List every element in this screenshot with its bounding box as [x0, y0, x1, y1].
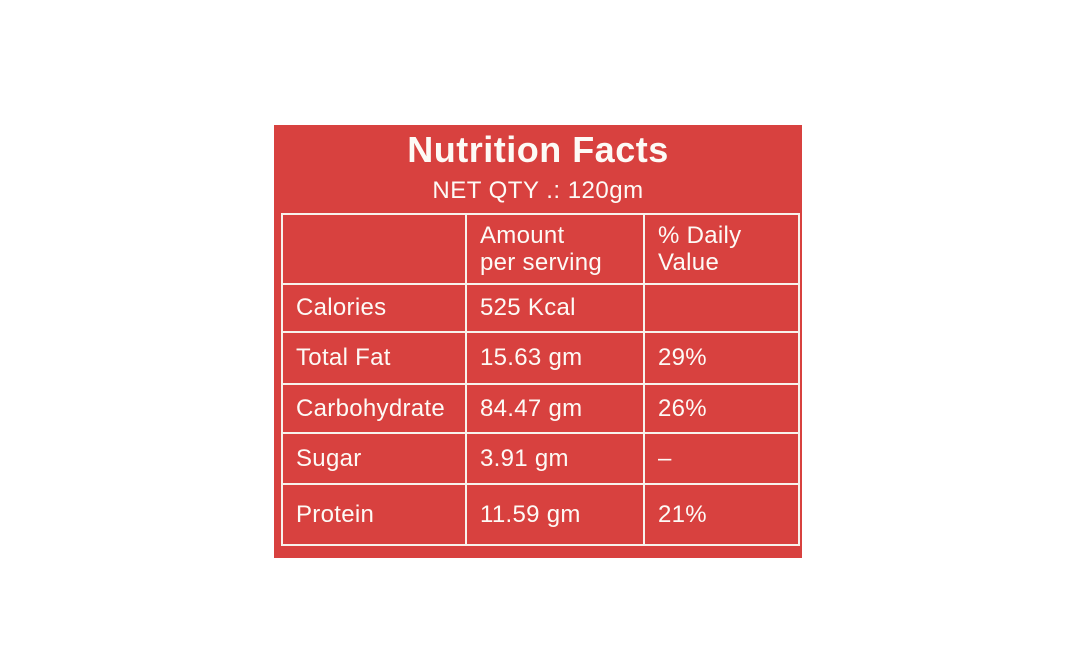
nutrient-name-cell: Sugar [281, 432, 467, 485]
header-daily-value-cell: % Daily Value [643, 213, 800, 285]
header-amount-cell: Amount per serving [465, 213, 645, 285]
table-row: Calories 525 Kcal [281, 283, 800, 333]
table-row: Total Fat 15.63 gm 29% [281, 331, 800, 385]
header-nutrient-cell [281, 213, 467, 285]
amount-cell: 84.47 gm [465, 383, 645, 434]
nutrition-label-title: Nutrition Facts [407, 129, 669, 170]
table-row: Protein 11.59 gm 21% [281, 483, 800, 546]
nutrient-name-cell: Carbohydrate [281, 383, 467, 434]
header-daily-line1: % Daily [658, 222, 742, 249]
nutrition-label-panel: Nutrition Facts NET QTY .: 120gm Amount … [274, 125, 802, 558]
daily-value-cell: 26% [643, 383, 800, 434]
header-amount-line1: Amount [480, 222, 565, 249]
header-amount-line2: per serving [480, 249, 603, 276]
table-row: Carbohydrate 84.47 gm 26% [281, 383, 800, 434]
table-header-row: Amount per serving % Daily Value [281, 213, 800, 285]
amount-cell: 15.63 gm [465, 331, 645, 385]
daily-value-cell: 29% [643, 331, 800, 385]
net-quantity-text: NET QTY .: 120gm [432, 177, 644, 204]
nutrient-name-cell: Total Fat [281, 331, 467, 385]
nutrition-table: Amount per serving % Daily Value Calorie… [281, 213, 800, 546]
daily-value-cell [643, 283, 800, 333]
table-row: Sugar 3.91 gm – [281, 432, 800, 485]
nutrient-name-cell: Calories [281, 283, 467, 333]
daily-value-cell: 21% [643, 483, 800, 546]
daily-value-cell: – [643, 432, 800, 485]
amount-cell: 3.91 gm [465, 432, 645, 485]
amount-cell: 11.59 gm [465, 483, 645, 546]
amount-cell: 525 Kcal [465, 283, 645, 333]
nutrient-name-cell: Protein [281, 483, 467, 546]
header-daily-line2: Value [658, 249, 720, 276]
